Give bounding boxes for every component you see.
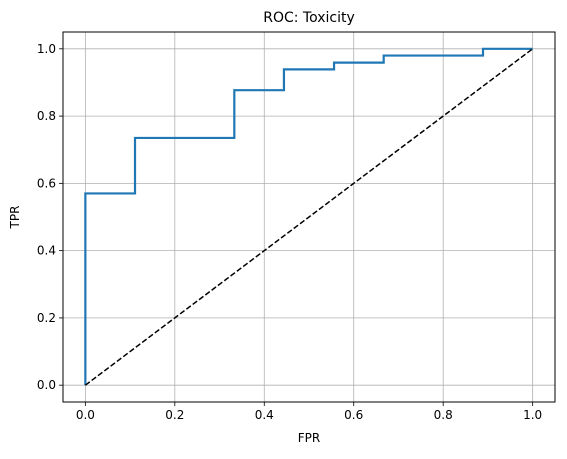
x-tick-label: 0.6 <box>344 408 363 422</box>
series-layer <box>84 47 534 386</box>
axes-frame <box>62 31 556 403</box>
y-tick-label: 0.0 <box>37 378 56 392</box>
x-tick-label: 0.8 <box>434 408 453 422</box>
x-tick-label: 1.0 <box>523 408 542 422</box>
y-tick-label: 0.8 <box>37 109 56 123</box>
x-tick-label: 0.4 <box>255 408 274 422</box>
y-axis-label: TPR <box>8 206 22 230</box>
x-tick-label: 0.0 <box>76 408 95 422</box>
y-tick-label: 0.6 <box>37 176 56 190</box>
x-axis-label: FPR <box>298 431 320 445</box>
y-tick-label: 0.2 <box>37 311 56 325</box>
y-tick-label: 1.0 <box>37 42 56 56</box>
ticks: 0.0 0.2 0.4 0.6 0.8 1.0 0.0 0.2 0.4 0.6 0.8 1.0 <box>37 42 542 422</box>
y-tick-label: 0.4 <box>37 244 56 258</box>
grid <box>63 32 555 402</box>
chance-diagonal-line <box>84 48 534 386</box>
chart-title: ROC: Toxicity <box>263 10 355 26</box>
roc-curve-line <box>84 47 533 386</box>
x-tick-label: 0.2 <box>165 408 184 422</box>
